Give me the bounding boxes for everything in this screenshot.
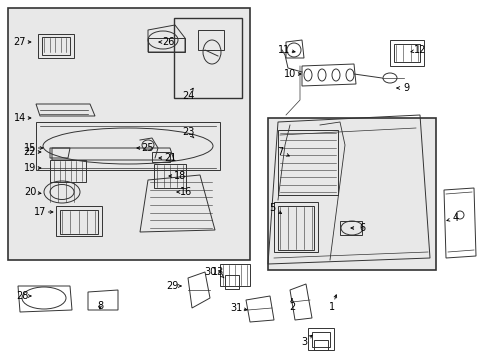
Bar xyxy=(307,328,333,350)
Text: 13: 13 xyxy=(211,267,224,277)
Bar xyxy=(393,44,419,62)
Bar xyxy=(267,118,435,270)
Text: 7: 7 xyxy=(276,147,283,157)
Text: 11: 11 xyxy=(277,45,289,55)
Text: 10: 10 xyxy=(284,69,296,79)
Bar xyxy=(154,164,185,188)
Bar xyxy=(56,206,102,236)
Bar xyxy=(278,130,337,195)
Text: 9: 9 xyxy=(402,83,408,93)
Bar xyxy=(174,18,242,98)
Text: 4: 4 xyxy=(452,213,458,223)
Text: 27: 27 xyxy=(14,37,26,47)
Text: 20: 20 xyxy=(24,187,36,197)
Text: 14: 14 xyxy=(14,113,26,123)
Bar xyxy=(311,332,329,347)
Text: 3: 3 xyxy=(300,337,306,347)
Bar xyxy=(313,340,327,350)
Text: 18: 18 xyxy=(174,171,186,181)
Text: 16: 16 xyxy=(180,187,192,197)
Bar xyxy=(38,34,74,58)
Text: 30: 30 xyxy=(203,267,216,277)
Text: 24: 24 xyxy=(182,91,194,101)
Bar xyxy=(50,160,86,182)
Bar xyxy=(339,221,361,235)
Text: 31: 31 xyxy=(229,303,242,313)
Bar xyxy=(60,210,98,234)
Text: 1: 1 xyxy=(328,302,334,312)
Text: 19: 19 xyxy=(24,163,36,173)
Text: 21: 21 xyxy=(163,153,176,163)
Bar xyxy=(148,38,184,52)
Text: 8: 8 xyxy=(97,301,103,311)
Text: 23: 23 xyxy=(182,127,194,137)
Text: 17: 17 xyxy=(34,207,46,217)
Text: 29: 29 xyxy=(165,281,178,291)
Text: 12: 12 xyxy=(413,45,426,55)
Text: 28: 28 xyxy=(16,291,28,301)
Text: 26: 26 xyxy=(162,37,174,47)
Text: 5: 5 xyxy=(268,203,275,213)
Bar xyxy=(8,8,249,260)
Text: 22: 22 xyxy=(24,147,36,157)
Bar xyxy=(278,206,313,250)
Bar xyxy=(42,37,70,55)
Text: 25: 25 xyxy=(142,143,154,153)
Text: 6: 6 xyxy=(358,223,365,233)
Bar xyxy=(389,40,423,66)
Text: 2: 2 xyxy=(288,302,295,312)
Bar xyxy=(224,275,239,289)
Bar xyxy=(273,202,317,252)
Bar xyxy=(220,264,249,286)
Text: 15: 15 xyxy=(24,143,36,153)
